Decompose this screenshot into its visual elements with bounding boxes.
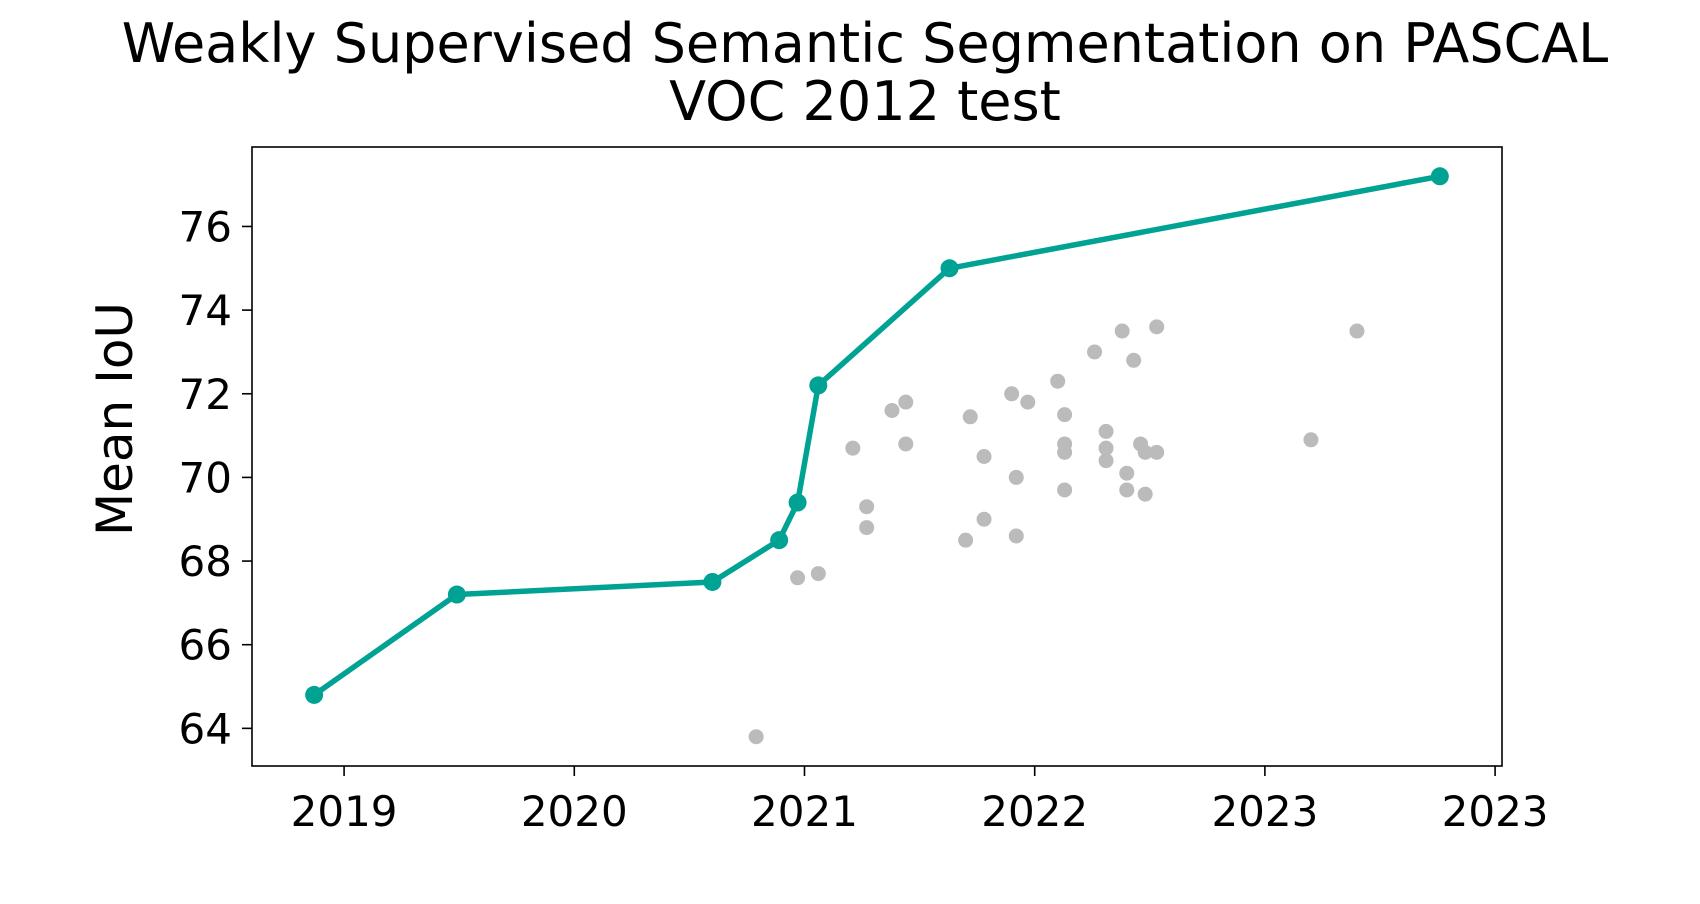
other-paper-point bbox=[1087, 344, 1103, 360]
other-paper-point bbox=[898, 394, 914, 410]
other-paper-point bbox=[1098, 453, 1114, 469]
other-paper-point bbox=[1119, 465, 1135, 481]
sota-point bbox=[447, 585, 466, 604]
other-paper-point bbox=[859, 499, 875, 515]
other-paper-point bbox=[976, 449, 992, 464]
y-axis-label: Mean IoU bbox=[86, 302, 144, 536]
other-paper-point bbox=[1008, 528, 1024, 544]
y-tick-label: 76 bbox=[179, 202, 232, 251]
sota-point bbox=[703, 572, 722, 591]
other-paper-point bbox=[1057, 444, 1073, 460]
y-tick-label: 74 bbox=[179, 286, 232, 335]
sota-point bbox=[809, 376, 828, 395]
sota-point bbox=[305, 685, 324, 704]
other-paper-point bbox=[1004, 386, 1020, 402]
y-tick-label: 66 bbox=[179, 621, 232, 670]
other-paper-point bbox=[976, 511, 992, 527]
plot-area: 64 66 68 70 72 74 76 2019 2020 2021 2022 2023 2023 bbox=[179, 146, 1549, 836]
sota-point bbox=[788, 493, 807, 512]
other-paper-point bbox=[1126, 352, 1142, 368]
other-paper-point bbox=[1050, 373, 1066, 389]
other-paper-point bbox=[1098, 440, 1114, 456]
y-tick-label: 72 bbox=[179, 370, 232, 419]
x-tick-label: 2023 bbox=[1442, 787, 1549, 836]
sota-point bbox=[770, 531, 789, 550]
sota-point bbox=[1430, 167, 1449, 186]
other-paper-point bbox=[1149, 319, 1165, 335]
other-paper-point bbox=[1057, 407, 1073, 423]
other-paper-point bbox=[1057, 482, 1073, 498]
sota-line bbox=[312, 173, 1441, 698]
x-tick-label: 2022 bbox=[981, 787, 1088, 836]
other-paper-point bbox=[790, 570, 806, 586]
other-paper-point bbox=[898, 436, 914, 452]
y-tick-label: 70 bbox=[179, 453, 232, 502]
other-paper-point bbox=[1149, 444, 1165, 460]
x-tick-label: 2021 bbox=[751, 787, 858, 836]
other-paper-point bbox=[810, 566, 826, 582]
other-paper-point bbox=[1119, 482, 1135, 498]
other-paper-point bbox=[1008, 469, 1024, 485]
other-paper-point bbox=[1137, 444, 1153, 460]
other-paper-point bbox=[1349, 323, 1365, 339]
other-paper-point bbox=[1020, 394, 1036, 410]
sota-point bbox=[940, 259, 959, 278]
other-paper-point bbox=[845, 440, 861, 456]
other-paper-point bbox=[1303, 432, 1319, 448]
other-paper-point bbox=[1098, 423, 1114, 439]
x-tick-label: 2020 bbox=[521, 787, 628, 836]
other-paper-point bbox=[1114, 323, 1130, 339]
y-tick-label: 64 bbox=[179, 704, 232, 753]
x-tick-label: 2019 bbox=[291, 787, 398, 836]
y-tick-label: 68 bbox=[179, 537, 232, 586]
other-paper-point bbox=[958, 532, 974, 548]
other-paper-point bbox=[962, 409, 978, 425]
other-paper-point bbox=[748, 729, 764, 745]
x-tick-label: 2023 bbox=[1211, 787, 1318, 836]
other-paper-point bbox=[859, 520, 875, 536]
other-paper-point bbox=[884, 402, 900, 418]
other-paper-point bbox=[1137, 486, 1153, 502]
chart-title-line1: Weakly Supervised Semantic Segmentation … bbox=[122, 12, 1609, 75]
plot-frame bbox=[251, 146, 1503, 767]
chart-title-line2: VOC 2012 test bbox=[669, 70, 1061, 133]
